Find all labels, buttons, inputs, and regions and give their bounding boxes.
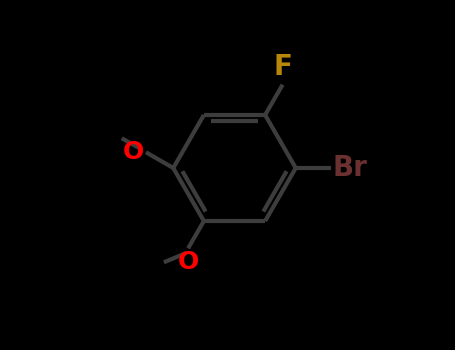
Text: Br: Br	[333, 154, 367, 182]
Text: F: F	[273, 53, 292, 81]
Text: O: O	[123, 140, 144, 164]
Text: O: O	[177, 250, 199, 274]
